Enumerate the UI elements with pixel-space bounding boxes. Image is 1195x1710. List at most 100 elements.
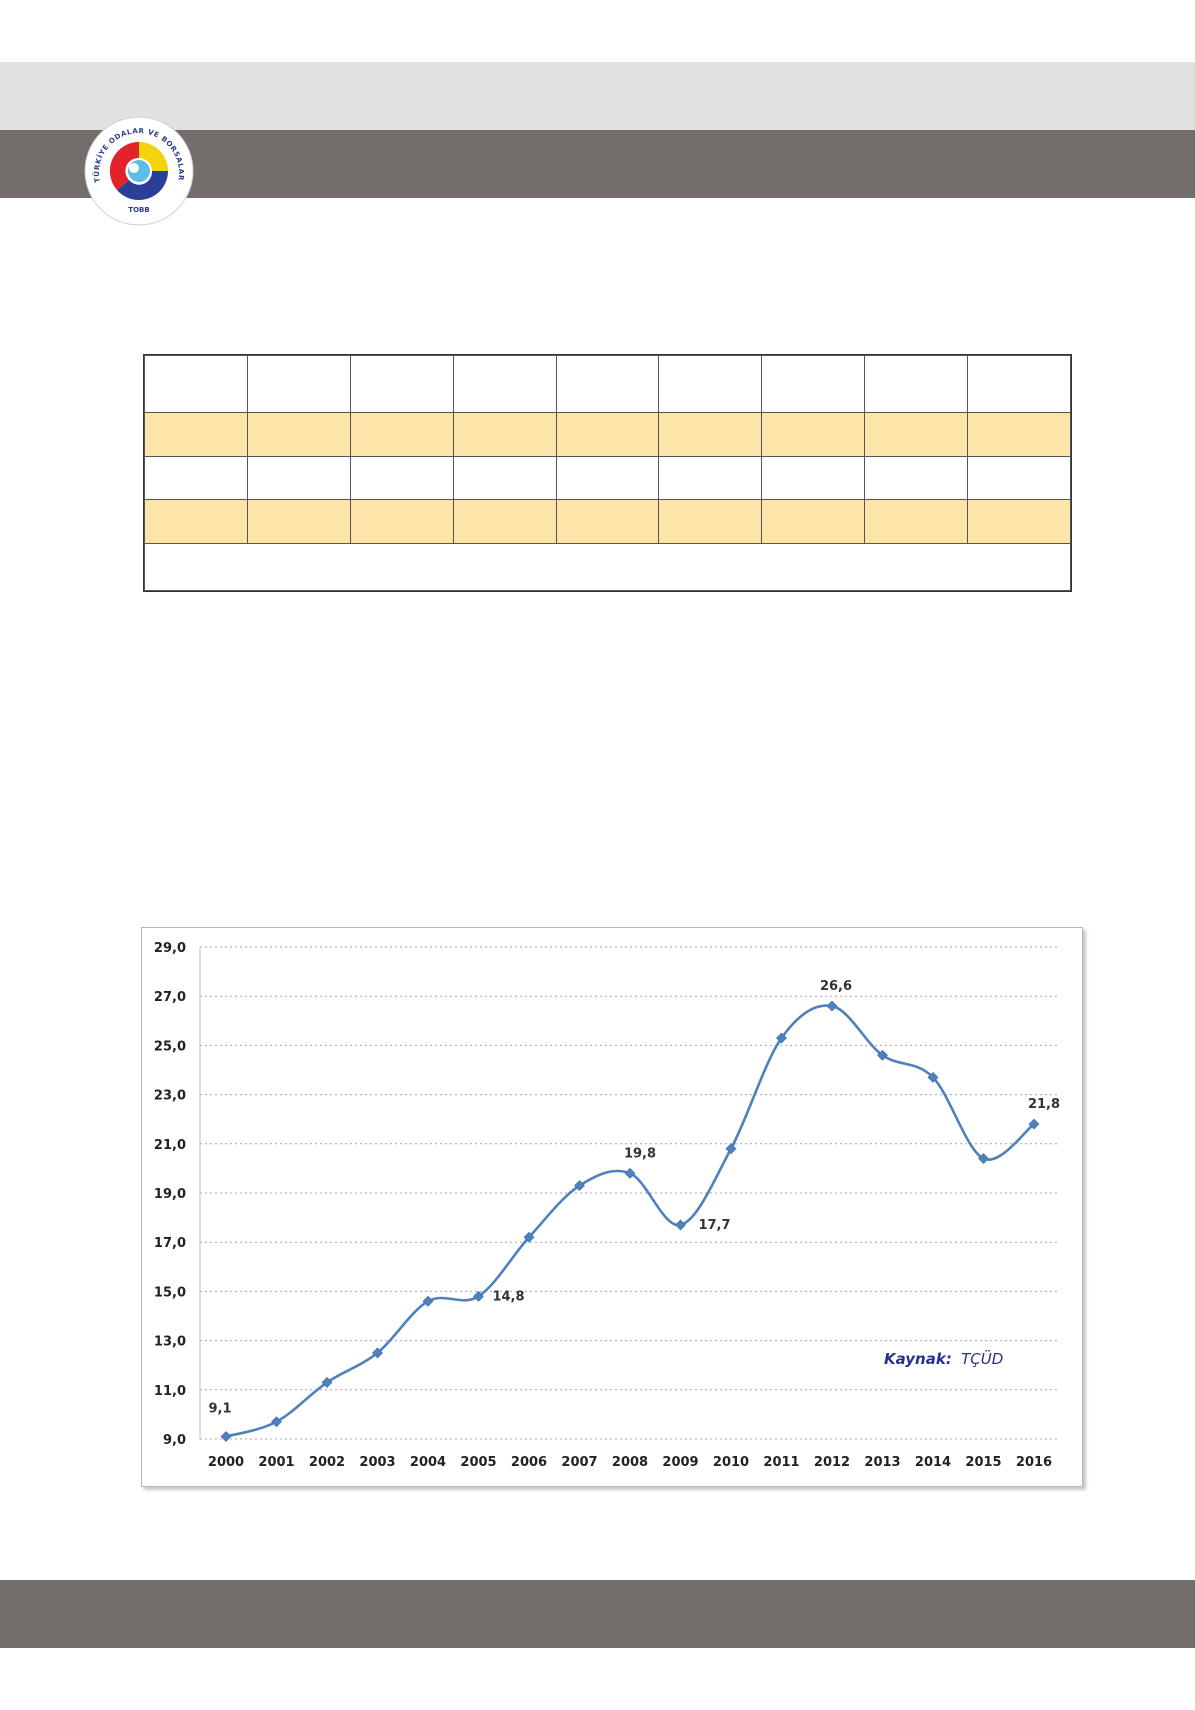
table-cell (658, 354, 763, 414)
y-tick-label: 9,0 (163, 1433, 186, 1448)
table-cell (555, 354, 660, 414)
data-point-marker (220, 1431, 232, 1442)
data-point-marker (271, 1416, 282, 1428)
x-tick-label: 2000 (208, 1455, 244, 1470)
grid-lines (199, 946, 1060, 1440)
table-cell (967, 354, 1071, 414)
data-label: 9,1 (208, 1402, 231, 1417)
source-label: Kaynak: TÇÜD (884, 1349, 1003, 1368)
table-cell (555, 412, 660, 457)
data-point-marker (826, 1000, 838, 1012)
data-point-marker (624, 1167, 636, 1179)
data-table (143, 354, 1072, 592)
x-tick-label: 2014 (915, 1455, 951, 1470)
footer-bar (0, 1580, 1195, 1648)
x-tick-label: 2007 (561, 1455, 597, 1470)
table-cell (864, 455, 968, 501)
y-axis-ticks: 9,0 11,0 13,0 15,0 17,0 19,0 21,0 23,0 25,0 27,0 2… (154, 941, 186, 1448)
table-cell (967, 499, 1071, 544)
data-point-marker (675, 1219, 686, 1231)
data-point-marker (978, 1153, 989, 1164)
table-cell (144, 354, 248, 414)
table-row (144, 499, 1071, 544)
header-bar (0, 130, 1195, 198)
table-cell (246, 354, 351, 414)
chart-svg: 9,0 11,0 13,0 15,0 17,0 19,0 21,0 23,0 25,0 27,0 2… (154, 941, 1060, 1470)
y-tick-label: 11,0 (154, 1384, 186, 1399)
data-label: 17,7 (698, 1218, 730, 1233)
x-tick-label: 2004 (410, 1455, 446, 1470)
x-tick-label: 2003 (359, 1455, 395, 1470)
x-tick-label: 2010 (713, 1455, 749, 1470)
x-tick-label: 2013 (864, 1455, 900, 1470)
x-tick-label: 2001 (258, 1455, 294, 1470)
x-tick-label: 2006 (511, 1455, 547, 1470)
y-tick-label: 21,0 (154, 1138, 186, 1153)
data-point-marker (1028, 1118, 1040, 1130)
data-point-marker (776, 1032, 787, 1044)
header-band (0, 62, 1195, 130)
table-cell (349, 499, 454, 544)
source-label-value: TÇÜD (961, 1349, 1003, 1368)
table-row (144, 412, 1071, 457)
series-line (225, 1004, 1035, 1438)
y-tick-label: 19,0 (154, 1187, 186, 1202)
y-tick-label: 13,0 (154, 1335, 186, 1350)
x-axis-ticks: 2000 2001 2002 2003 2004 2005 2006 2007 2008 2009… (208, 1455, 1052, 1470)
table-cell (555, 455, 660, 501)
y-tick-label: 25,0 (154, 1039, 186, 1054)
table-cell (144, 455, 248, 501)
table-header-row (144, 354, 1071, 414)
table-cell (349, 455, 454, 501)
data-point-marker (473, 1290, 484, 1302)
data-point-marker (321, 1376, 333, 1388)
table-cell (658, 412, 763, 457)
line-chart: 9,0 11,0 13,0 15,0 17,0 19,0 21,0 23,0 25,0 27,0 2… (141, 927, 1083, 1487)
table-cell (246, 412, 351, 457)
table-cell (864, 412, 968, 457)
y-tick-label: 27,0 (154, 990, 186, 1005)
y-tick-label: 17,0 (154, 1236, 186, 1251)
data-point-marker (523, 1231, 535, 1243)
table-cell (452, 354, 557, 414)
source-label-prefix: Kaynak: (884, 1350, 952, 1368)
table-note-cell (144, 542, 1071, 592)
table-cell (761, 412, 866, 457)
y-tick-label: 29,0 (154, 941, 186, 956)
data-point-marker (372, 1347, 383, 1359)
data-label: 21,8 (1028, 1097, 1060, 1112)
data-label: 14,8 (492, 1289, 524, 1304)
x-tick-label: 2011 (763, 1455, 799, 1470)
data-markers (220, 1000, 1040, 1442)
data-point-marker (927, 1071, 939, 1083)
table-cell (658, 455, 763, 501)
data-labels: 9,1 14,8 19,8 17,7 26,6 21,8 (208, 979, 1060, 1417)
table-cell (864, 499, 968, 544)
x-tick-label: 2012 (814, 1455, 850, 1470)
table-cell (246, 499, 351, 544)
table-cell (761, 499, 866, 544)
y-tick-label: 23,0 (154, 1089, 186, 1104)
data-point-marker (877, 1049, 888, 1061)
table-cell (246, 455, 351, 501)
table-cell (761, 455, 866, 501)
x-tick-label: 2016 (1016, 1455, 1052, 1470)
table-cell (555, 499, 660, 544)
table-cell (452, 455, 557, 501)
table-cell (349, 354, 454, 414)
table-cell (144, 412, 248, 457)
data-point-marker (725, 1143, 737, 1155)
y-tick-label: 15,0 (154, 1285, 186, 1300)
svg-text:TOBB: TOBB (128, 206, 149, 214)
table-cell (452, 412, 557, 457)
data-label: 26,6 (820, 979, 852, 994)
table-cell (967, 412, 1071, 457)
x-tick-label: 2009 (662, 1455, 698, 1470)
table-cell (967, 455, 1071, 501)
table-cell (349, 412, 454, 457)
x-tick-label: 2005 (460, 1455, 496, 1470)
data-point-marker (422, 1295, 434, 1307)
table-row (144, 455, 1071, 501)
table-cell (658, 499, 763, 544)
tobb-logo: TÜRKİYE ODALAR VE BORSALAR BİRLİĞİ TOBB (84, 116, 194, 226)
